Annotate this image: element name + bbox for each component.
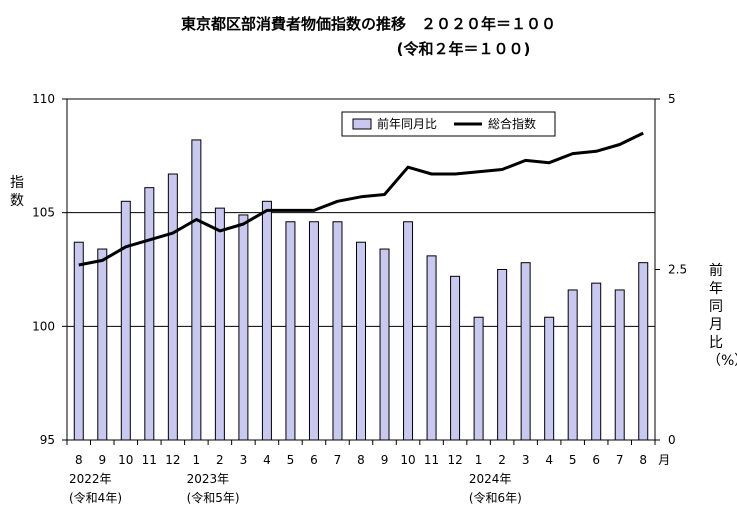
- month-label: 10: [400, 453, 415, 467]
- bar: [638, 262, 649, 441]
- bar: [497, 269, 508, 441]
- month-label: 12: [165, 453, 180, 467]
- month-label: 9: [381, 453, 389, 467]
- month-label: 1: [193, 453, 201, 467]
- bar: [308, 221, 319, 441]
- legend-box: [341, 111, 556, 137]
- index-line: [78, 131, 644, 267]
- month-label: 1: [475, 453, 483, 467]
- left-axis-label: 指数: [10, 175, 24, 209]
- bar: [473, 316, 484, 441]
- bar: [238, 214, 249, 441]
- month-label: 8: [639, 453, 647, 467]
- month-label: 12: [447, 453, 462, 467]
- month-label: 6: [310, 453, 318, 467]
- bar: [403, 221, 414, 441]
- bar: [591, 282, 602, 441]
- bar: [73, 241, 84, 441]
- month-label: 6: [592, 453, 600, 467]
- month-label: 8: [75, 453, 83, 467]
- month-label: 2: [216, 453, 224, 467]
- month-label: 5: [569, 453, 577, 467]
- year-label: 2023年: [187, 472, 230, 486]
- year-label: 2022年: [69, 472, 112, 486]
- month-label: 3: [240, 453, 248, 467]
- bar: [356, 241, 366, 441]
- left-tick-label: 105: [32, 206, 55, 220]
- month-label: 11: [142, 453, 157, 467]
- bar: [261, 200, 272, 441]
- month-label: 10: [118, 453, 133, 467]
- right-tick-label: 5: [668, 92, 676, 106]
- bar: [167, 173, 178, 441]
- month-label: 4: [545, 453, 553, 467]
- bar: [97, 248, 108, 441]
- month-suffix: 月: [658, 453, 670, 467]
- right-tick-label: 0: [668, 433, 676, 447]
- month-label: 7: [616, 453, 624, 467]
- era-label: (令和5年): [187, 490, 240, 505]
- bar: [426, 255, 437, 441]
- bar: [614, 289, 625, 441]
- month-label: 9: [98, 453, 106, 467]
- month-label: 8: [357, 453, 365, 467]
- right-tick-label: 2.5: [668, 263, 687, 277]
- left-tick-label: 100: [32, 319, 55, 333]
- legend-bar-swatch: [352, 118, 372, 130]
- bar: [379, 248, 390, 441]
- month-label: 5: [287, 453, 295, 467]
- bar: [450, 275, 461, 441]
- year-label: 2024年: [469, 472, 512, 486]
- bar: [520, 262, 531, 441]
- bar: [285, 221, 296, 441]
- legend-line-label: 総合指数: [488, 116, 536, 131]
- chart-title: 東京都区部消費者物価指数の推移 ２０２０年＝１００: [180, 15, 556, 33]
- month-label: 4: [263, 453, 271, 467]
- legend-bar-label: 前年同月比: [377, 116, 437, 131]
- bar: [144, 187, 155, 441]
- bar: [544, 316, 555, 441]
- bar: [191, 139, 202, 441]
- left-tick-label: 95: [40, 433, 55, 447]
- month-label: 3: [522, 453, 530, 467]
- bar: [214, 207, 225, 441]
- bar: [332, 221, 343, 441]
- month-label: 7: [334, 453, 342, 467]
- bar: [120, 200, 131, 441]
- chart-subtitle: (令和２年＝１００): [396, 40, 531, 58]
- era-label: (令和4年): [69, 490, 122, 505]
- left-tick-label: 110: [32, 92, 55, 106]
- month-label: 11: [424, 453, 439, 467]
- bar: [567, 289, 578, 441]
- month-label: 2: [498, 453, 506, 467]
- era-label: (令和6年): [469, 490, 522, 505]
